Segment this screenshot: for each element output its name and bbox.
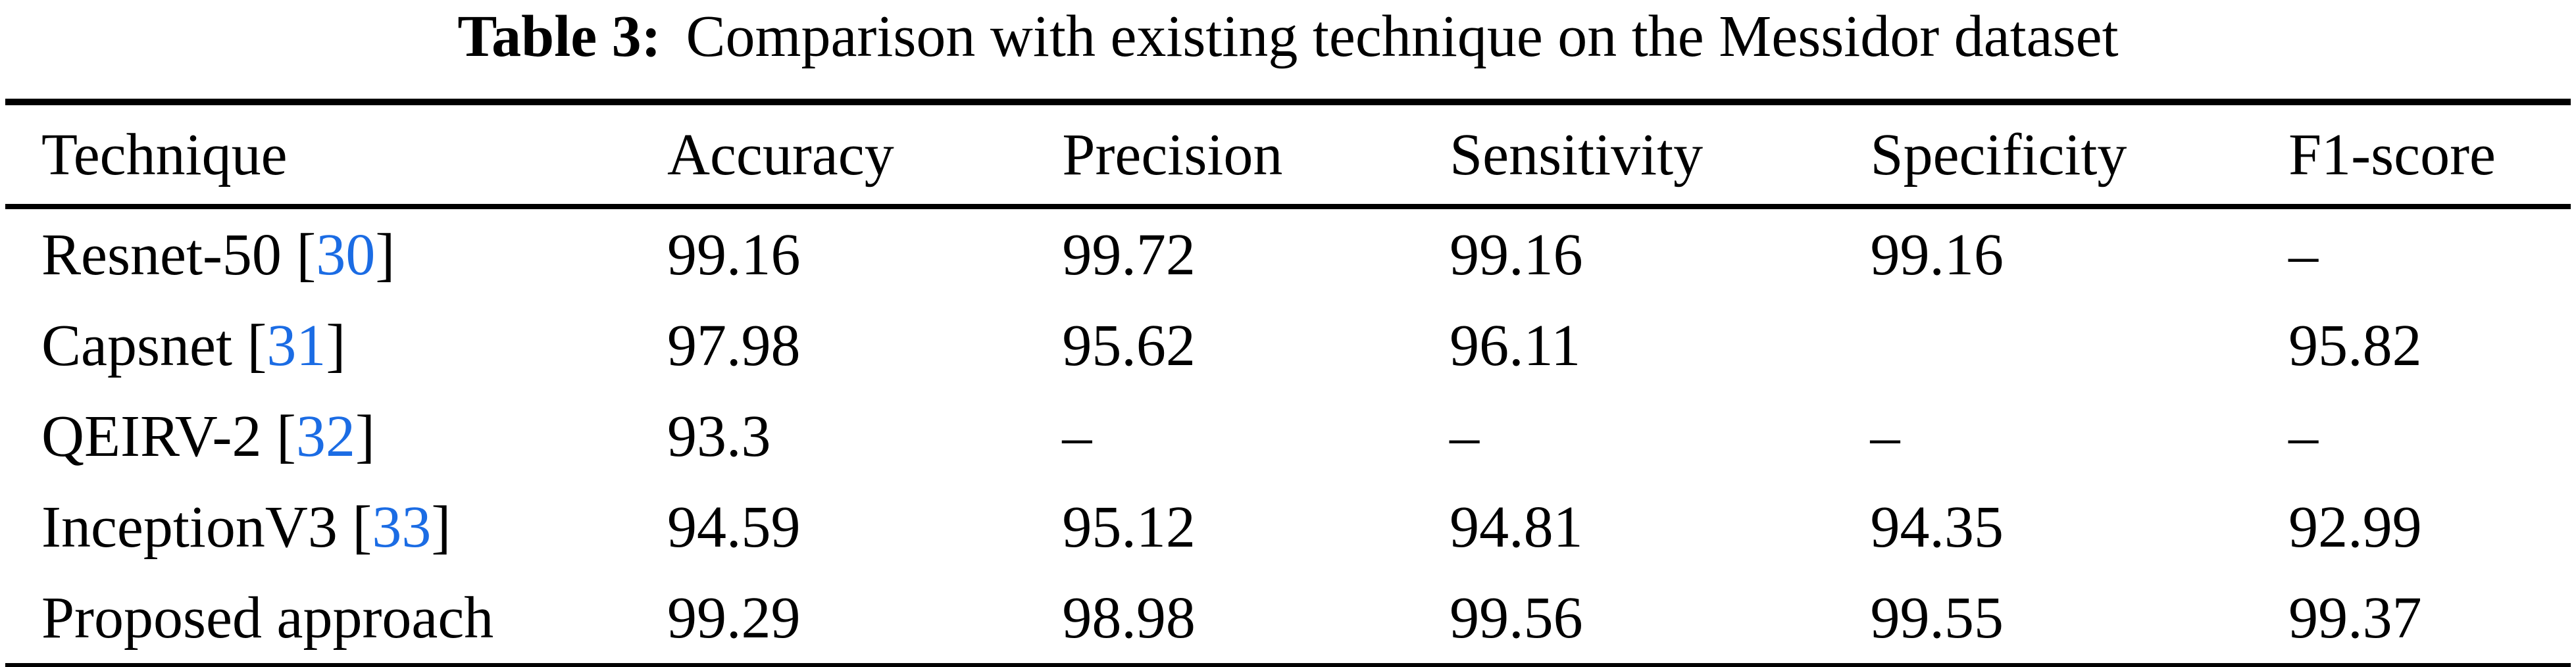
sensitivity-cell: 94.81: [1450, 494, 1583, 560]
accuracy-cell: 97.98: [667, 312, 801, 378]
f1-score-cell: 99.37: [2288, 585, 2422, 651]
citation-link[interactable]: 32: [295, 403, 355, 469]
technique-suffix: ]: [326, 312, 346, 378]
column-header-technique: Technique: [5, 102, 667, 209]
table-row-qeirv2: QEIRV-2 [32] 93.3 – – – –: [5, 391, 2571, 482]
specificity-cell: –: [1870, 403, 1900, 469]
f1-score-cell: 92.99: [2288, 494, 2422, 560]
accuracy-cell: 99.29: [667, 585, 801, 651]
citation-link[interactable]: 30: [316, 222, 376, 287]
column-header-sensitivity: Sensitivity: [1450, 102, 1871, 209]
technique-suffix: ]: [431, 494, 451, 560]
table-row-resnet50: Resnet-50 [30] 99.16 99.72 99.16 99.16 –: [5, 207, 2571, 300]
technique-cell: QEIRV-2 [32]: [5, 391, 667, 482]
accuracy-cell: 99.16: [667, 222, 801, 287]
technique-name: Proposed approach: [41, 585, 494, 651]
specificity-cell: [1871, 300, 2289, 391]
technique-cell: Proposed approach: [5, 572, 667, 666]
column-header-accuracy: Accuracy: [667, 102, 1063, 209]
table-caption-label: Table 3:: [457, 4, 661, 69]
accuracy-cell: 93.3: [667, 403, 771, 469]
technique-name: QEIRV-2 [: [41, 403, 296, 469]
f1-score-cell: –: [2288, 403, 2319, 469]
technique-name: InceptionV3 [: [41, 494, 372, 560]
technique-suffix: ]: [355, 403, 375, 469]
f1-score-cell: –: [2288, 222, 2319, 287]
technique-cell: InceptionV3 [33]: [5, 482, 667, 572]
f1-score-cell: 95.82: [2288, 312, 2422, 378]
precision-cell: 95.12: [1062, 494, 1196, 560]
citation-link[interactable]: 33: [372, 494, 432, 560]
column-header-f1-score: F1-score: [2288, 102, 2571, 209]
sensitivity-cell: 99.16: [1450, 222, 1583, 287]
table-caption-text: Comparison with existing technique on th…: [686, 4, 2119, 69]
specificity-cell: 99.55: [1870, 585, 2004, 651]
technique-cell: Resnet-50 [30]: [5, 207, 667, 300]
sensitivity-cell: 96.11: [1450, 312, 1581, 378]
precision-cell: –: [1062, 403, 1092, 469]
technique-name: Capsnet [: [41, 312, 267, 378]
column-header-specificity: Specificity: [1870, 102, 2289, 209]
table-row-inceptionv3: InceptionV3 [33] 94.59 95.12 94.81 94.35…: [5, 482, 2571, 572]
comparison-table: Technique Accuracy Precision Sensitivity…: [5, 99, 2571, 667]
technique-cell: Capsnet [31]: [5, 300, 667, 391]
table-caption: Table 3: Comparison with existing techniq…: [0, 0, 2576, 70]
sensitivity-cell: –: [1450, 403, 1480, 469]
precision-cell: 99.72: [1062, 222, 1196, 287]
technique-name: Resnet-50 [: [41, 222, 316, 287]
table-row-proposed-approach: Proposed approach 99.29 98.98 99.56 99.5…: [5, 572, 2571, 666]
precision-cell: 95.62: [1062, 312, 1196, 378]
accuracy-cell: 94.59: [667, 494, 801, 560]
technique-suffix: ]: [375, 222, 395, 287]
table-row-capsnet: Capsnet [31] 97.98 95.62 96.11 95.82: [5, 300, 2571, 391]
precision-cell: 98.98: [1062, 585, 1196, 651]
specificity-cell: 94.35: [1870, 494, 2004, 560]
column-header-precision: Precision: [1062, 102, 1450, 209]
table-header-row: Technique Accuracy Precision Sensitivity…: [5, 102, 2571, 209]
specificity-cell: 99.16: [1870, 222, 2004, 287]
sensitivity-cell: 99.56: [1450, 585, 1583, 651]
citation-link[interactable]: 31: [266, 312, 326, 378]
